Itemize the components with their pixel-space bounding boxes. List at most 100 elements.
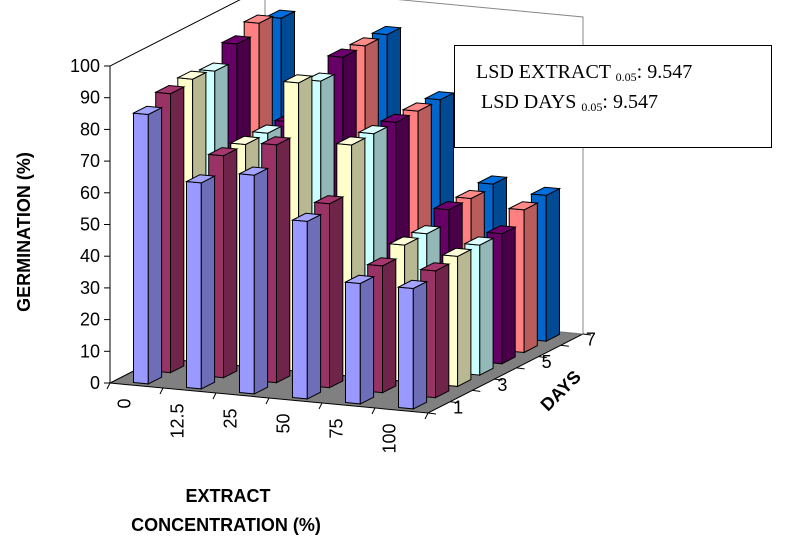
lsd-days-label: LSD DAYS <box>481 91 577 113</box>
bar-top-face <box>401 102 434 112</box>
z-tick-label: 5 <box>542 352 552 372</box>
bar-front-face <box>398 286 414 410</box>
bar-top-face <box>441 247 473 257</box>
bar-25-series-1 <box>237 166 270 395</box>
bar-top-face <box>290 212 323 222</box>
x-tick <box>212 392 217 400</box>
y-tick-label: 80 <box>80 119 100 139</box>
bar-top-face <box>343 274 376 285</box>
y-tick-label: 70 <box>80 151 100 171</box>
bar-top-face <box>206 147 239 157</box>
lsd-days-value: : 9.547 <box>602 91 658 113</box>
bar-top-face <box>282 74 314 84</box>
bar-top-face <box>184 174 217 184</box>
z-tick-label: 7 <box>586 330 596 350</box>
lsd-extract-text: LSD EXTRACT 0.05: 9.547 <box>476 61 692 85</box>
bar-12.5-series-1 <box>184 174 217 390</box>
y-tick-label: 30 <box>80 278 100 298</box>
z-tick <box>450 401 459 404</box>
y-axis: 0 10 20 30 40 50 60 70 80 90 100 <box>70 56 110 393</box>
bar-top-face <box>335 136 367 146</box>
bar-side-face <box>382 258 397 394</box>
bar-top-face <box>237 166 270 176</box>
lsd-extract-label: LSD EXTRACT <box>476 61 611 83</box>
bar-side-face <box>479 237 494 376</box>
bar-top-face <box>485 225 517 235</box>
chart-bars <box>131 9 562 410</box>
bar-top-face <box>326 48 358 58</box>
x-tick-label: 0 <box>115 399 135 409</box>
y-tick-label: 100 <box>70 56 100 76</box>
x-axis-title-line2: CONCENTRATION (%) <box>131 515 321 535</box>
bar-top-face <box>529 186 562 196</box>
bar-top-face <box>251 124 283 134</box>
y-tick-label: 60 <box>80 183 100 203</box>
bar-top-face <box>463 236 495 246</box>
y-tick-label: 90 <box>80 88 100 108</box>
bar-top-face <box>304 72 336 82</box>
z-axis: 1 3 5 7 <box>427 330 596 417</box>
bar-side-face <box>523 202 538 354</box>
x-tick-label: 12.5 <box>168 404 188 439</box>
bar-top-face <box>176 70 208 80</box>
bar-side-face <box>200 175 216 390</box>
z-tick-label: 3 <box>497 375 507 395</box>
z-tick-label: 1 <box>453 397 463 417</box>
bar-top-face <box>229 135 261 146</box>
bar-top-face <box>410 225 442 235</box>
bar-side-face <box>147 106 163 385</box>
lsd-extract-value: : 9.547 <box>636 61 693 83</box>
x-axis: 0 12.5 25 50 75 100 <box>106 382 429 454</box>
bar-top-face <box>198 62 230 72</box>
bar-side-face <box>306 213 322 400</box>
bar-side-face <box>253 167 269 395</box>
bar-side-face <box>170 86 185 374</box>
bar-top-face <box>423 91 456 101</box>
bar-top-face <box>432 201 464 211</box>
lsd-annotation-box: LSD EXTRACT 0.05: 9.547 LSD DAYS 0.05: 9… <box>454 45 772 148</box>
lsd-days-subscript: 0.05 <box>581 100 603 114</box>
bar-top-face <box>454 189 487 200</box>
bar-top-face <box>365 257 398 267</box>
x-tick-label: 50 <box>274 414 294 434</box>
bar-front-face <box>186 180 202 390</box>
y-tick-label: 40 <box>80 246 100 266</box>
x-tick-label: 75 <box>327 419 347 439</box>
bar-side-face <box>329 196 344 389</box>
bar-top-face <box>396 279 429 290</box>
z-tick <box>538 356 547 359</box>
x-axis-title-line1: EXTRACT <box>186 486 271 506</box>
x-tick <box>265 397 270 405</box>
bar-side-face <box>501 226 516 365</box>
bar-side-face <box>457 248 472 388</box>
bar-75-series-1 <box>343 274 376 405</box>
x-tick-label: 100 <box>380 424 400 454</box>
bar-front-face <box>239 173 255 395</box>
bar-top-face <box>507 201 540 211</box>
bar-front-face <box>292 219 308 400</box>
bar-top-face <box>220 35 252 45</box>
bar-top-face <box>131 105 164 116</box>
x-tick <box>318 402 323 410</box>
z-tick <box>560 344 569 347</box>
z-tick <box>516 367 525 370</box>
bar-front-face <box>133 112 149 385</box>
bar-top-face <box>370 25 403 36</box>
y-tick-label: 0 <box>90 373 100 393</box>
bar-side-face <box>223 148 238 379</box>
bar-side-face <box>359 275 375 405</box>
z-tick <box>494 378 503 381</box>
bar-top-face <box>476 175 509 185</box>
bar-side-face <box>276 137 291 384</box>
bar-front-face <box>345 281 361 405</box>
lsd-days-text: LSD DAYS 0.05: 9.547 <box>481 91 658 115</box>
bar-top-face <box>153 84 186 95</box>
z-tick <box>472 389 481 392</box>
y-axis-title: GERMINATION (%) <box>14 152 34 312</box>
bar-50-series-1 <box>290 212 323 400</box>
x-tick <box>106 382 111 390</box>
bar-top-face <box>312 195 345 205</box>
bar-top-face <box>348 37 381 47</box>
bar-top-face <box>259 136 292 146</box>
